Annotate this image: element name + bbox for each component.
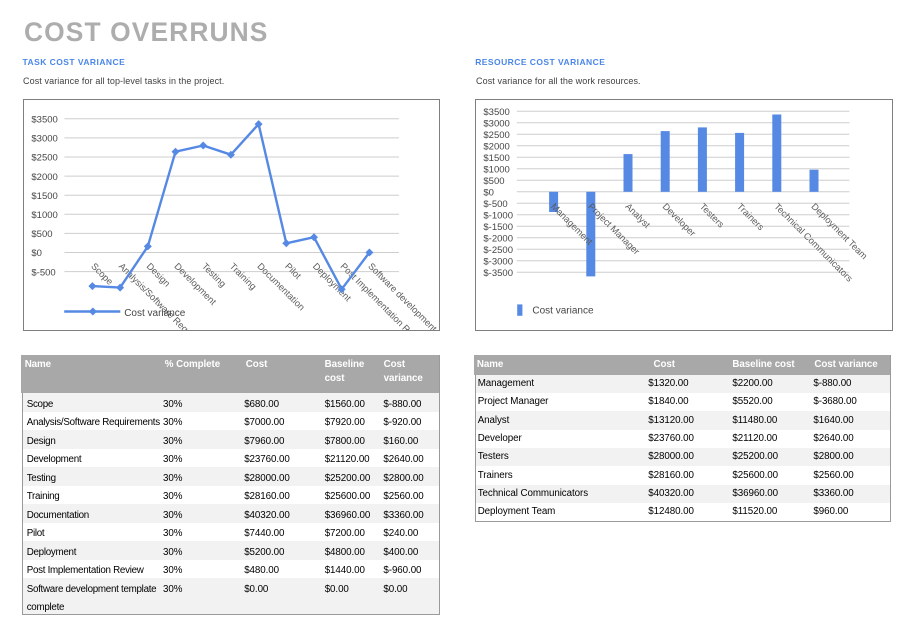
svg-text:$3000: $3000	[483, 118, 509, 129]
svg-text:$1000: $1000	[31, 210, 57, 221]
svg-text:$0: $0	[483, 187, 494, 198]
svg-text:$-3000: $-3000	[483, 256, 513, 267]
svg-text:$-500: $-500	[483, 199, 507, 210]
svg-text:$3500: $3500	[31, 115, 57, 126]
svg-text:$500: $500	[483, 176, 504, 187]
svg-text:$2500: $2500	[483, 130, 509, 141]
svg-text:Trainers: Trainers	[735, 201, 766, 232]
svg-text:Technical Communicators: Technical Communicators	[772, 201, 855, 284]
svg-text:$500: $500	[31, 229, 52, 240]
svg-text:$3000: $3000	[31, 134, 57, 145]
svg-text:$-2000: $-2000	[483, 233, 513, 244]
svg-text:$-1000: $-1000	[483, 210, 513, 221]
svg-text:Pilot: Pilot	[283, 261, 303, 281]
svg-text:$-3500: $-3500	[483, 268, 513, 279]
svg-text:$-1500: $-1500	[483, 222, 513, 233]
svg-text:$-2500: $-2500	[483, 245, 513, 256]
svg-text:$2000: $2000	[483, 141, 509, 152]
svg-text:Training: Training	[228, 261, 259, 292]
svg-text:Cost variance: Cost variance	[124, 308, 186, 319]
svg-text:$0: $0	[31, 248, 42, 259]
svg-text:$2500: $2500	[31, 153, 57, 164]
svg-text:Cost variance: Cost variance	[532, 305, 594, 316]
svg-text:$3500: $3500	[483, 107, 509, 118]
svg-text:$1500: $1500	[483, 153, 509, 164]
svg-text:Developer: Developer	[661, 201, 698, 238]
svg-text:$-500: $-500	[31, 267, 55, 278]
svg-text:$2000: $2000	[31, 172, 57, 183]
svg-text:Testers: Testers	[698, 201, 727, 230]
svg-text:$1500: $1500	[31, 191, 57, 202]
svg-text:$1000: $1000	[483, 164, 509, 175]
